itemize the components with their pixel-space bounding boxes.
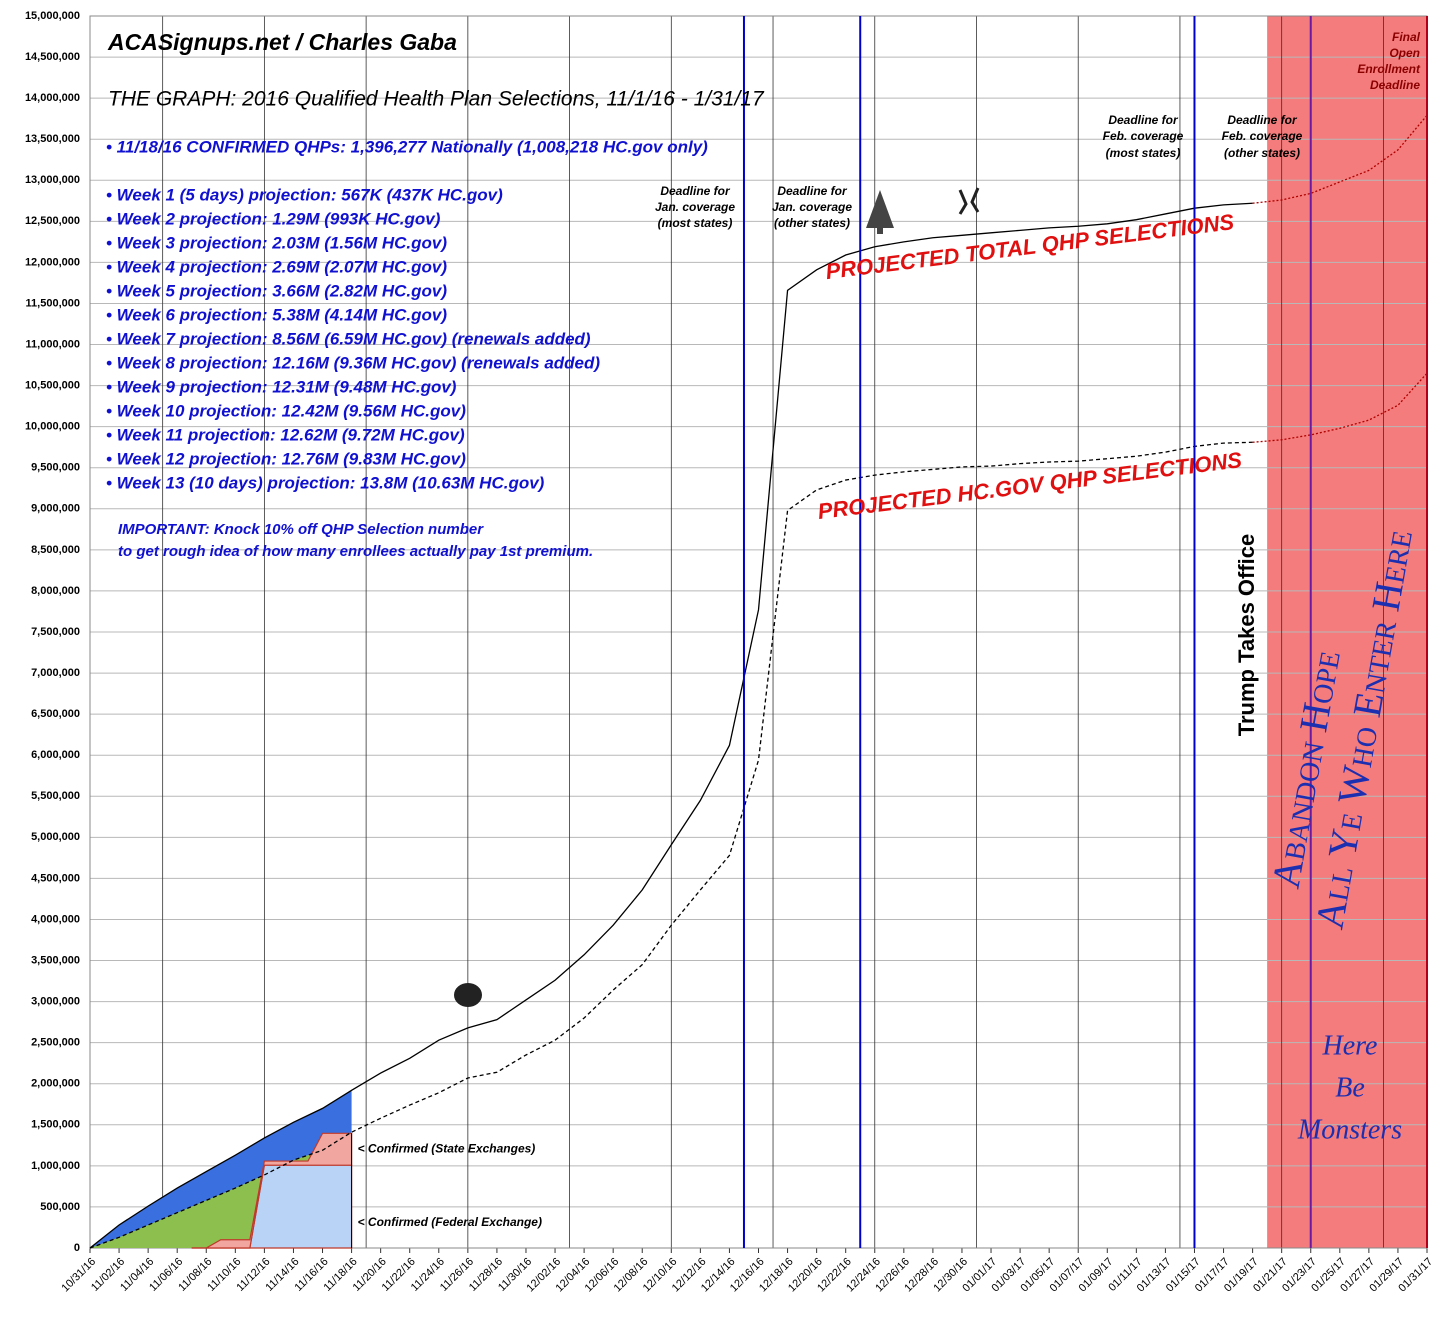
y-tick-label: 3,000,000 <box>31 996 80 1008</box>
y-tick-label: 12,000,000 <box>25 256 80 268</box>
monsters-note: Monsters <box>1297 1114 1402 1145</box>
y-tick-label: 4,500,000 <box>31 872 80 884</box>
deadline-note: (most states) <box>1106 146 1181 160</box>
y-tick-label: 15,000,000 <box>25 10 80 22</box>
deadline-note: Feb. coverage <box>1103 129 1184 143</box>
weekly-note: • Week 13 (10 days) projection: 13.8M (1… <box>106 473 545 492</box>
weekly-note: • Week 12 projection: 12.76M (9.83M HC.g… <box>106 449 466 468</box>
y-tick-label: 4,000,000 <box>31 913 80 925</box>
projection-line <box>89 202 1253 1249</box>
y-tick-label: 3,500,000 <box>31 954 80 966</box>
chart-title: ACASignups.net / Charles Gaba <box>107 29 457 55</box>
y-tick-label: 8,000,000 <box>31 585 80 597</box>
tree-icon <box>877 228 883 234</box>
y-tick-label: 14,000,000 <box>25 92 80 104</box>
tree-icon <box>866 190 894 228</box>
deadline-note: (most states) <box>658 216 733 230</box>
plot-area <box>89 15 1428 1253</box>
final-deadline: Final <box>1392 30 1421 44</box>
y-tick-label: 1,500,000 <box>31 1119 80 1131</box>
monsters-note: Be <box>1335 1072 1365 1103</box>
legend-label: < Confirmed (Federal Exchange) <box>358 1215 542 1229</box>
weekly-note: • Week 8 projection: 12.16M (9.36M HC.go… <box>106 353 600 372</box>
deadline-note: (other states) <box>774 216 850 230</box>
weekly-note: • Week 5 projection: 3.66M (2.82M HC.gov… <box>106 281 447 300</box>
important-note: IMPORTANT: Knock 10% off QHP Selection n… <box>118 521 484 538</box>
weekly-note: • Week 11 projection: 12.62M (9.72M HC.g… <box>106 425 465 444</box>
y-tick-label: 6,500,000 <box>31 708 80 720</box>
y-tick-label: 8,500,000 <box>31 544 80 556</box>
y-tick-label: 6,000,000 <box>31 749 80 761</box>
projection-tail <box>1252 114 1428 204</box>
final-deadline: Enrollment <box>1357 62 1421 76</box>
y-tick-label: 5,500,000 <box>31 790 80 802</box>
y-tick-label: 2,500,000 <box>31 1037 80 1049</box>
monsters-note: Here <box>1322 1030 1378 1061</box>
y-tick-label: 14,500,000 <box>25 51 80 63</box>
y-tick-label: 9,000,000 <box>31 503 80 515</box>
y-tick-label: 2,000,000 <box>31 1078 80 1090</box>
weekly-note: • Week 2 projection: 1.29M (993K HC.gov) <box>106 209 441 228</box>
turkey-icon <box>454 983 482 1007</box>
trump-note: Trump Takes Office <box>1234 534 1259 737</box>
projection-tail <box>1252 372 1428 443</box>
y-tick-label: 10,000,000 <box>25 421 80 433</box>
deadline-note: Deadline for <box>1227 113 1298 127</box>
weekly-note: • Week 7 projection: 8.56M (6.59M HC.gov… <box>106 329 591 348</box>
deadline-note: (other states) <box>1224 146 1300 160</box>
deadline-note: Deadline for <box>660 184 731 198</box>
weekly-note: • Week 4 projection: 2.69M (2.07M HC.gov… <box>106 257 447 276</box>
y-tick-label: 13,000,000 <box>25 174 80 186</box>
final-deadline: Deadline <box>1370 78 1420 92</box>
legend-label: < Confirmed (State Exchanges) <box>358 1141 536 1155</box>
y-tick-label: 5,000,000 <box>31 831 80 843</box>
y-tick-label: 11,500,000 <box>26 297 80 309</box>
deadline-note: Deadline for <box>777 184 848 198</box>
y-tick-label: 11,000,000 <box>26 338 80 350</box>
weekly-note: • Week 9 projection: 12.31M (9.48M HC.go… <box>106 377 457 396</box>
final-deadline: Open <box>1389 46 1420 60</box>
weekly-note: • Week 10 projection: 12.42M (9.56M HC.g… <box>106 401 466 420</box>
weekly-note: • Week 3 projection: 2.03M (1.56M HC.gov… <box>106 233 447 252</box>
weekly-note: • Week 1 (5 days) projection: 567K (437K… <box>106 185 503 204</box>
weekly-note: • Week 6 projection: 5.38M (4.14M HC.gov… <box>106 305 447 324</box>
y-tick-label: 500,000 <box>40 1201 80 1213</box>
y-tick-label: 9,500,000 <box>31 462 80 474</box>
y-tick-label: 7,000,000 <box>31 667 80 679</box>
chart-subtitle: THE GRAPH: 2016 Qualified Health Plan Se… <box>108 88 765 111</box>
important-note: to get rough idea of how many enrollees … <box>118 543 593 560</box>
deadline-note: Jan. coverage <box>772 200 852 214</box>
y-tick-label: 0 <box>74 1242 80 1254</box>
glasses-icon <box>958 187 980 215</box>
deadline-note: Jan. coverage <box>655 200 735 214</box>
y-tick-label: 7,500,000 <box>31 626 80 638</box>
deadline-note: Feb. coverage <box>1222 129 1303 143</box>
y-tick-label: 1,000,000 <box>31 1160 80 1172</box>
confirmed-note: • 11/18/16 CONFIRMED QHPs: 1,396,277 Nat… <box>106 137 708 156</box>
y-tick-label: 12,500,000 <box>25 215 80 227</box>
y-tick-label: 13,500,000 <box>25 133 80 145</box>
y-tick-label: 10,500,000 <box>25 380 80 392</box>
projection-line <box>89 441 1253 1249</box>
deadline-note: Deadline for <box>1108 113 1179 127</box>
